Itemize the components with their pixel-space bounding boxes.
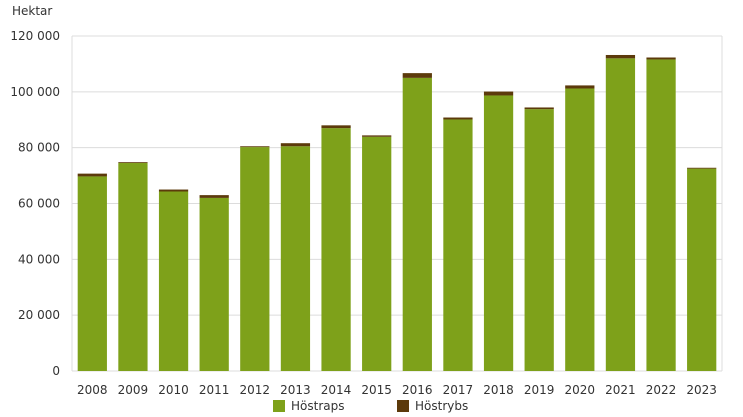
x-axis-ticks: 2008 2009 2010 2011 2012 2013 2014 2015 2016 2017…	[77, 383, 717, 397]
y-axis-ticks: 0 20 000 40 000 60 000 80 000 100 000 120 000	[10, 29, 60, 378]
legend-swatch-series-1	[273, 400, 285, 412]
legend: Höstraps Höstrybs	[0, 399, 743, 417]
bar-series-1-2021	[605, 58, 636, 371]
bar-series-2-2016	[402, 73, 432, 78]
y-tick-label: 100 000	[10, 85, 60, 99]
bar-series-2-2009	[118, 162, 148, 164]
bar-series-2-2020	[565, 85, 595, 89]
bar-series-2-2019	[524, 107, 554, 110]
y-tick-label: 20 000	[18, 308, 60, 322]
x-tick-label: 2023	[686, 383, 717, 397]
bar-series-1-2018	[483, 95, 514, 372]
legend-item-series-1: Höstraps	[273, 399, 344, 413]
y-tick-label: 40 000	[18, 252, 60, 266]
bar-series-1-2019	[524, 109, 554, 372]
x-tick-label: 2012	[240, 383, 271, 397]
x-tick-label: 2022	[646, 383, 677, 397]
x-tick-label: 2014	[321, 383, 352, 397]
bar-series-2-2021	[605, 54, 636, 59]
bar-series-2-2023	[687, 167, 717, 169]
x-tick-label: 2021	[605, 383, 636, 397]
x-tick-label: 2018	[483, 383, 514, 397]
bar-series-2-2013	[280, 143, 311, 147]
bar-series-1-2013	[280, 146, 311, 371]
y-tick-label: 0	[52, 364, 60, 378]
bar-series-2-2015	[362, 135, 392, 137]
x-tick-label: 2017	[443, 383, 474, 397]
bar-series-2-2018	[483, 91, 514, 96]
x-tick-label: 2019	[524, 383, 555, 397]
x-tick-label: 2011	[199, 383, 230, 397]
x-tick-label: 2009	[118, 383, 149, 397]
bar-series-1-2011	[199, 197, 229, 371]
bars	[77, 54, 717, 372]
bar-series-1-2008	[77, 176, 107, 371]
y-tick-label: 120 000	[10, 29, 60, 43]
bar-series-1-2014	[321, 128, 351, 371]
bar-series-2-2022	[646, 57, 676, 60]
bar-series-1-2017	[443, 119, 473, 372]
bar-series-1-2020	[565, 88, 595, 371]
bar-series-1-2012	[240, 147, 270, 371]
y-tick-label: 80 000	[18, 141, 60, 155]
x-tick-label: 2008	[77, 383, 108, 397]
x-tick-label: 2020	[565, 383, 596, 397]
bar-series-1-2022	[646, 59, 676, 371]
y-axis-unit-label: Hektar	[12, 4, 53, 18]
legend-item-series-2: Höstrybs	[397, 399, 468, 413]
y-tick-label: 60 000	[18, 197, 60, 211]
bar-series-2-2008	[77, 173, 107, 177]
bar-series-2-2017	[443, 117, 473, 120]
x-tick-label: 2016	[402, 383, 433, 397]
x-tick-label: 2010	[158, 383, 189, 397]
bar-series-2-2012	[240, 146, 270, 148]
x-tick-label: 2013	[280, 383, 311, 397]
x-tick-label: 2015	[361, 383, 392, 397]
legend-swatch-series-2	[397, 400, 409, 412]
bar-series-1-2016	[402, 77, 432, 371]
bar-series-2-2010	[158, 189, 189, 192]
bar-series-1-2015	[362, 136, 392, 371]
legend-label-series-1: Höstraps	[291, 399, 345, 413]
legend-label-series-2: Höstrybs	[415, 399, 469, 413]
bar-series-1-2023	[687, 168, 717, 371]
bar-series-1-2009	[118, 163, 148, 371]
bar-series-1-2010	[158, 191, 189, 371]
bar-series-2-2014	[321, 125, 351, 129]
bar-series-2-2011	[199, 195, 229, 198]
